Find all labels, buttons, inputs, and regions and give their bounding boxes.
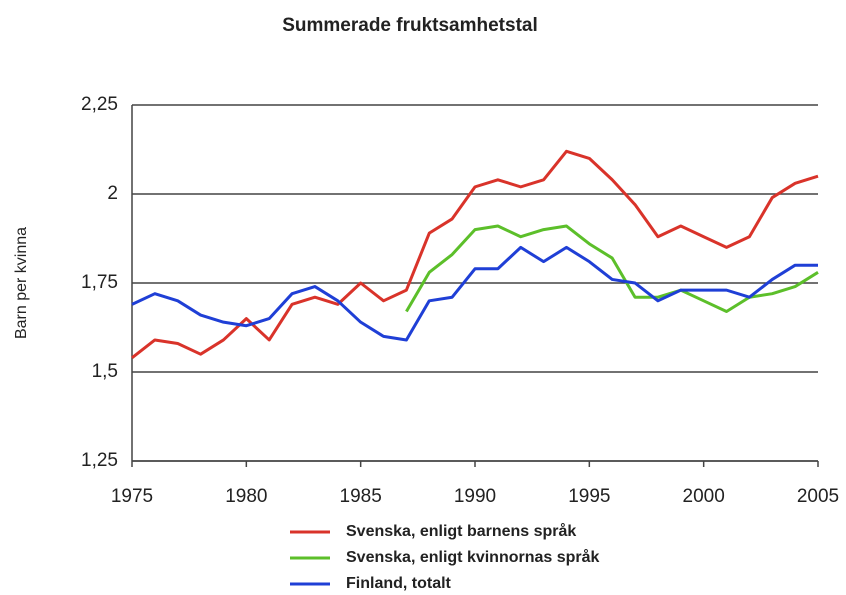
x-tick-label: 1985 <box>340 486 382 507</box>
y-axis-label: Barn per kvinna <box>13 227 30 339</box>
y-tick-label: 1,25 <box>81 450 118 471</box>
series-line <box>405 224 819 313</box>
y-tick-label: 2,25 <box>81 94 118 115</box>
legend-label: Svenska, enligt kvinnornas språk <box>346 548 600 566</box>
y-tick-label: 1,5 <box>92 361 118 382</box>
legend-label: Finland, totalt <box>346 575 452 592</box>
series-line <box>131 149 819 359</box>
x-tick-label: 1990 <box>454 486 496 507</box>
series-line <box>131 245 818 342</box>
chart-title: Summerade fruktsamhetstal <box>282 15 538 36</box>
y-tick-label: 2 <box>107 183 118 204</box>
x-tick-label: 2000 <box>683 486 725 507</box>
x-tick-label: 1975 <box>111 486 153 507</box>
legend-label: Svenska, enligt barnens språk <box>346 522 576 540</box>
x-tick-label: 1995 <box>568 486 610 507</box>
x-tick-label: 1980 <box>225 486 267 507</box>
y-tick-label: 1,75 <box>81 272 118 293</box>
x-tick-label: 2005 <box>797 486 839 507</box>
